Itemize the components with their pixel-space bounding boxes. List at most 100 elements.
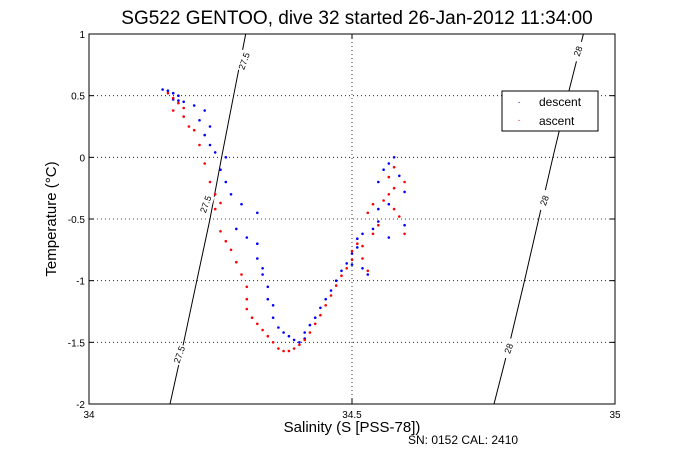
x-tick-label: 34.5 — [342, 410, 362, 421]
y-tick-label: 0 — [79, 153, 85, 164]
contour-label-bg — [235, 49, 254, 73]
data-point-ascent — [250, 316, 254, 320]
data-point-ascent — [245, 297, 249, 301]
data-point-descent — [192, 104, 196, 107]
data-point-ascent — [398, 215, 401, 218]
data-point-ascent — [282, 349, 285, 353]
data-point-descent — [345, 262, 349, 265]
y-tick-label: 0.5 — [71, 92, 85, 103]
contour-label-bg — [196, 192, 215, 216]
data-point-ascent — [392, 186, 396, 190]
legend-marker-ascent: · — [517, 115, 520, 126]
data-point-descent — [255, 211, 259, 215]
data-point-descent — [277, 326, 280, 329]
data-point-ascent — [334, 284, 338, 287]
data-point-ascent — [192, 128, 196, 132]
data-point-descent — [298, 341, 301, 344]
contour-label-bg — [499, 337, 518, 360]
data-point-ascent — [208, 180, 212, 184]
data-point-ascent — [324, 304, 328, 307]
axis-ticks: 34 34.5 35 -2 -1.5 -1 -0.5 0 0.5 1 — [68, 30, 621, 421]
data-point-ascent — [187, 125, 191, 128]
data-point-ascent — [287, 349, 291, 353]
data-point-descent — [282, 331, 285, 334]
x-tick-label: 35 — [609, 410, 621, 421]
data-point-descent — [361, 232, 364, 236]
data-point-ascent — [277, 347, 280, 350]
data-point-descent — [292, 338, 296, 342]
data-point-descent — [334, 279, 338, 283]
data-point-descent — [266, 285, 270, 289]
data-point-ascent — [203, 162, 206, 165]
data-point-descent — [287, 334, 291, 338]
data-point-ascent — [382, 199, 385, 202]
data-point-ascent — [356, 242, 359, 245]
data-point-descent — [271, 304, 275, 307]
data-point-ascent — [392, 207, 396, 211]
data-point-descent — [303, 331, 307, 334]
y-tick-label: -0.5 — [68, 215, 86, 226]
data-point-descent — [235, 227, 238, 231]
contour-label-bg — [170, 343, 189, 367]
data-point-ascent — [235, 260, 238, 264]
data-point-descent — [398, 174, 401, 178]
data-point-descent — [203, 109, 206, 112]
data-point-descent — [387, 162, 391, 165]
data-point-descent — [356, 246, 359, 249]
data-point-descent — [361, 267, 364, 270]
data-point-ascent — [350, 249, 354, 253]
x-axis-label: Salinity (S [PSS-78]) — [284, 419, 421, 436]
data-point-ascent — [319, 313, 322, 317]
x-tick-label: 34 — [83, 410, 95, 421]
data-point-ascent — [350, 258, 354, 262]
data-point-ascent — [261, 328, 264, 332]
data-point-descent — [261, 273, 264, 276]
data-point-ascent — [377, 223, 380, 227]
data-point-ascent — [387, 175, 391, 179]
legend: · descent · ascent — [501, 90, 599, 132]
density-contour-line — [169, 33, 247, 405]
data-point-ascent — [392, 165, 396, 169]
data-point-descent — [271, 316, 275, 320]
data-point-descent — [240, 202, 243, 206]
data-point-ascent — [403, 180, 406, 184]
data-point-descent — [166, 89, 170, 92]
y-tick-label: 1 — [79, 30, 85, 41]
data-point-ascent — [245, 307, 249, 311]
data-point-descent — [387, 236, 391, 239]
grid — [89, 34, 615, 404]
data-point-descent — [382, 168, 385, 171]
data-point-descent — [319, 306, 322, 310]
data-point-descent — [208, 125, 212, 128]
data-points — [161, 88, 406, 353]
data-point-ascent — [166, 91, 170, 95]
data-point-descent — [255, 257, 259, 260]
data-point-descent — [177, 94, 180, 97]
data-point-descent — [377, 180, 380, 184]
data-point-descent — [224, 156, 228, 159]
data-point-ascent — [213, 207, 217, 211]
data-point-ascent — [255, 322, 259, 326]
data-point-descent — [177, 99, 180, 102]
data-point-ascent — [308, 331, 312, 334]
data-point-descent — [245, 236, 249, 239]
data-point-ascent — [213, 193, 217, 196]
contour-label: 28 — [502, 342, 515, 355]
data-point-ascent — [371, 232, 375, 236]
data-point-ascent — [371, 202, 375, 206]
data-point-descent — [350, 252, 354, 255]
data-point-ascent — [345, 267, 349, 270]
data-point-ascent — [340, 274, 343, 278]
data-point-ascent — [182, 115, 185, 118]
data-point-descent — [308, 323, 312, 327]
data-point-descent — [313, 316, 317, 320]
data-point-ascent — [171, 109, 175, 112]
legend-label-descent: descent — [539, 95, 582, 109]
data-point-descent — [350, 263, 354, 266]
y-tick-label: -1 — [76, 277, 85, 288]
data-point-descent — [340, 269, 343, 273]
data-point-ascent — [292, 347, 296, 350]
data-point-ascent — [177, 101, 180, 105]
data-point-ascent — [313, 322, 317, 326]
